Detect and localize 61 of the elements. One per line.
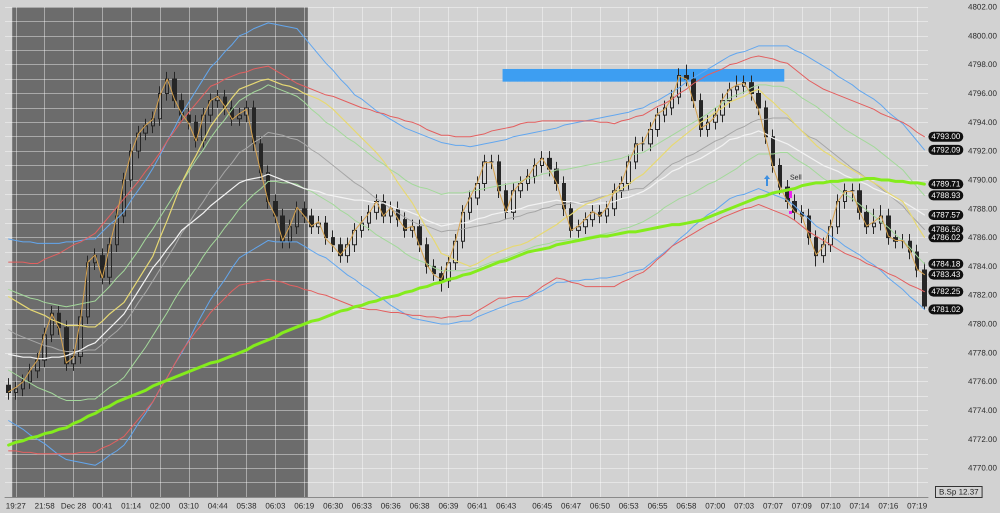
- y-tick-label: 4800.00: [968, 31, 998, 40]
- x-tick-label: 07:07: [762, 502, 784, 510]
- x-tick-label: 04:44: [208, 502, 228, 510]
- y-tick-label: 4774.00: [968, 406, 998, 416]
- x-tick-label: 06:58: [676, 502, 697, 510]
- x-tick-label: 06:47: [561, 502, 582, 510]
- x-tick-label: 05:38: [236, 502, 258, 510]
- y-tick-label: 4802.00: [968, 2, 998, 12]
- x-tick-label: 21:58: [34, 502, 56, 510]
- data-label: 4786.56: [931, 225, 961, 234]
- data-label: 4787.57: [931, 210, 961, 220]
- x-tick-label: 07:10: [820, 502, 842, 510]
- x-tick-label: 06:41: [467, 502, 488, 510]
- x-tick-label: 06:50: [590, 502, 610, 510]
- y-tick-label: 4778.00: [968, 348, 998, 358]
- x-tick-label: 19:27: [6, 502, 26, 510]
- y-tick-label: 4786.00: [968, 233, 998, 242]
- data-label: 4788.93: [931, 190, 961, 200]
- y-tick-label: 4784.00: [968, 262, 998, 271]
- data-label: 4784.18: [931, 259, 961, 268]
- y-tick-label: 4782.00: [968, 290, 998, 300]
- x-tick-label: 06:19: [294, 502, 315, 510]
- x-tick-label: 07:16: [878, 502, 899, 510]
- y-tick-label: 4772.00: [968, 434, 998, 444]
- data-label: 4783.43: [931, 270, 961, 280]
- x-tick-label: 06:53: [618, 502, 640, 510]
- y-tick-label: 4780.00: [968, 320, 998, 329]
- data-label: 4789.71: [931, 180, 961, 189]
- x-tick-label: 00:41: [92, 502, 113, 510]
- x-tick-label: 07:00: [705, 502, 726, 510]
- x-tick-label: 07:09: [792, 502, 812, 510]
- text: B.Sp 12.37: [939, 488, 980, 496]
- y-tick-label: 4790.00: [968, 175, 998, 184]
- x-tick-label: 01:14: [121, 502, 142, 510]
- x-tick-label: 07:14: [849, 502, 870, 510]
- x-tick-label: 06:03: [265, 502, 286, 510]
- x-tick-label: 06:45: [532, 502, 553, 510]
- x-tick-label: 06:43: [496, 502, 517, 510]
- y-tick-label: 4796.00: [968, 88, 998, 98]
- data-label: 4781.02: [931, 304, 961, 314]
- x-tick-label: 06:55: [648, 502, 668, 510]
- x-tick-label: Dec 28: [60, 502, 87, 510]
- x-tick-label: 07:03: [734, 502, 755, 510]
- x-tick-label: 06:36: [380, 502, 402, 510]
- x-tick-label: 07:19: [907, 502, 928, 510]
- y-tick-label: 4798.00: [968, 60, 998, 70]
- data-label: 4786.02: [931, 232, 961, 242]
- x-tick-label: 03:10: [178, 502, 200, 510]
- y-tick-label: 4794.00: [968, 118, 998, 127]
- data-label: 4792.09: [931, 145, 961, 154]
- y-tick-label: 4792.00: [968, 146, 998, 156]
- y-tick-label: 4776.00: [968, 377, 998, 386]
- data-label: 4793.00: [931, 132, 961, 142]
- x-tick-label: 02:00: [150, 502, 171, 510]
- data-label: 4782.25: [931, 287, 961, 296]
- x-tick-label: 06:33: [352, 502, 372, 510]
- y-tick-label: 4770.00: [968, 464, 998, 473]
- x-tick-label: 06:38: [410, 502, 430, 510]
- y-tick-label: 4788.00: [968, 204, 998, 214]
- x-tick-label: 06:39: [438, 502, 460, 510]
- x-tick-label: 06:30: [323, 502, 344, 510]
